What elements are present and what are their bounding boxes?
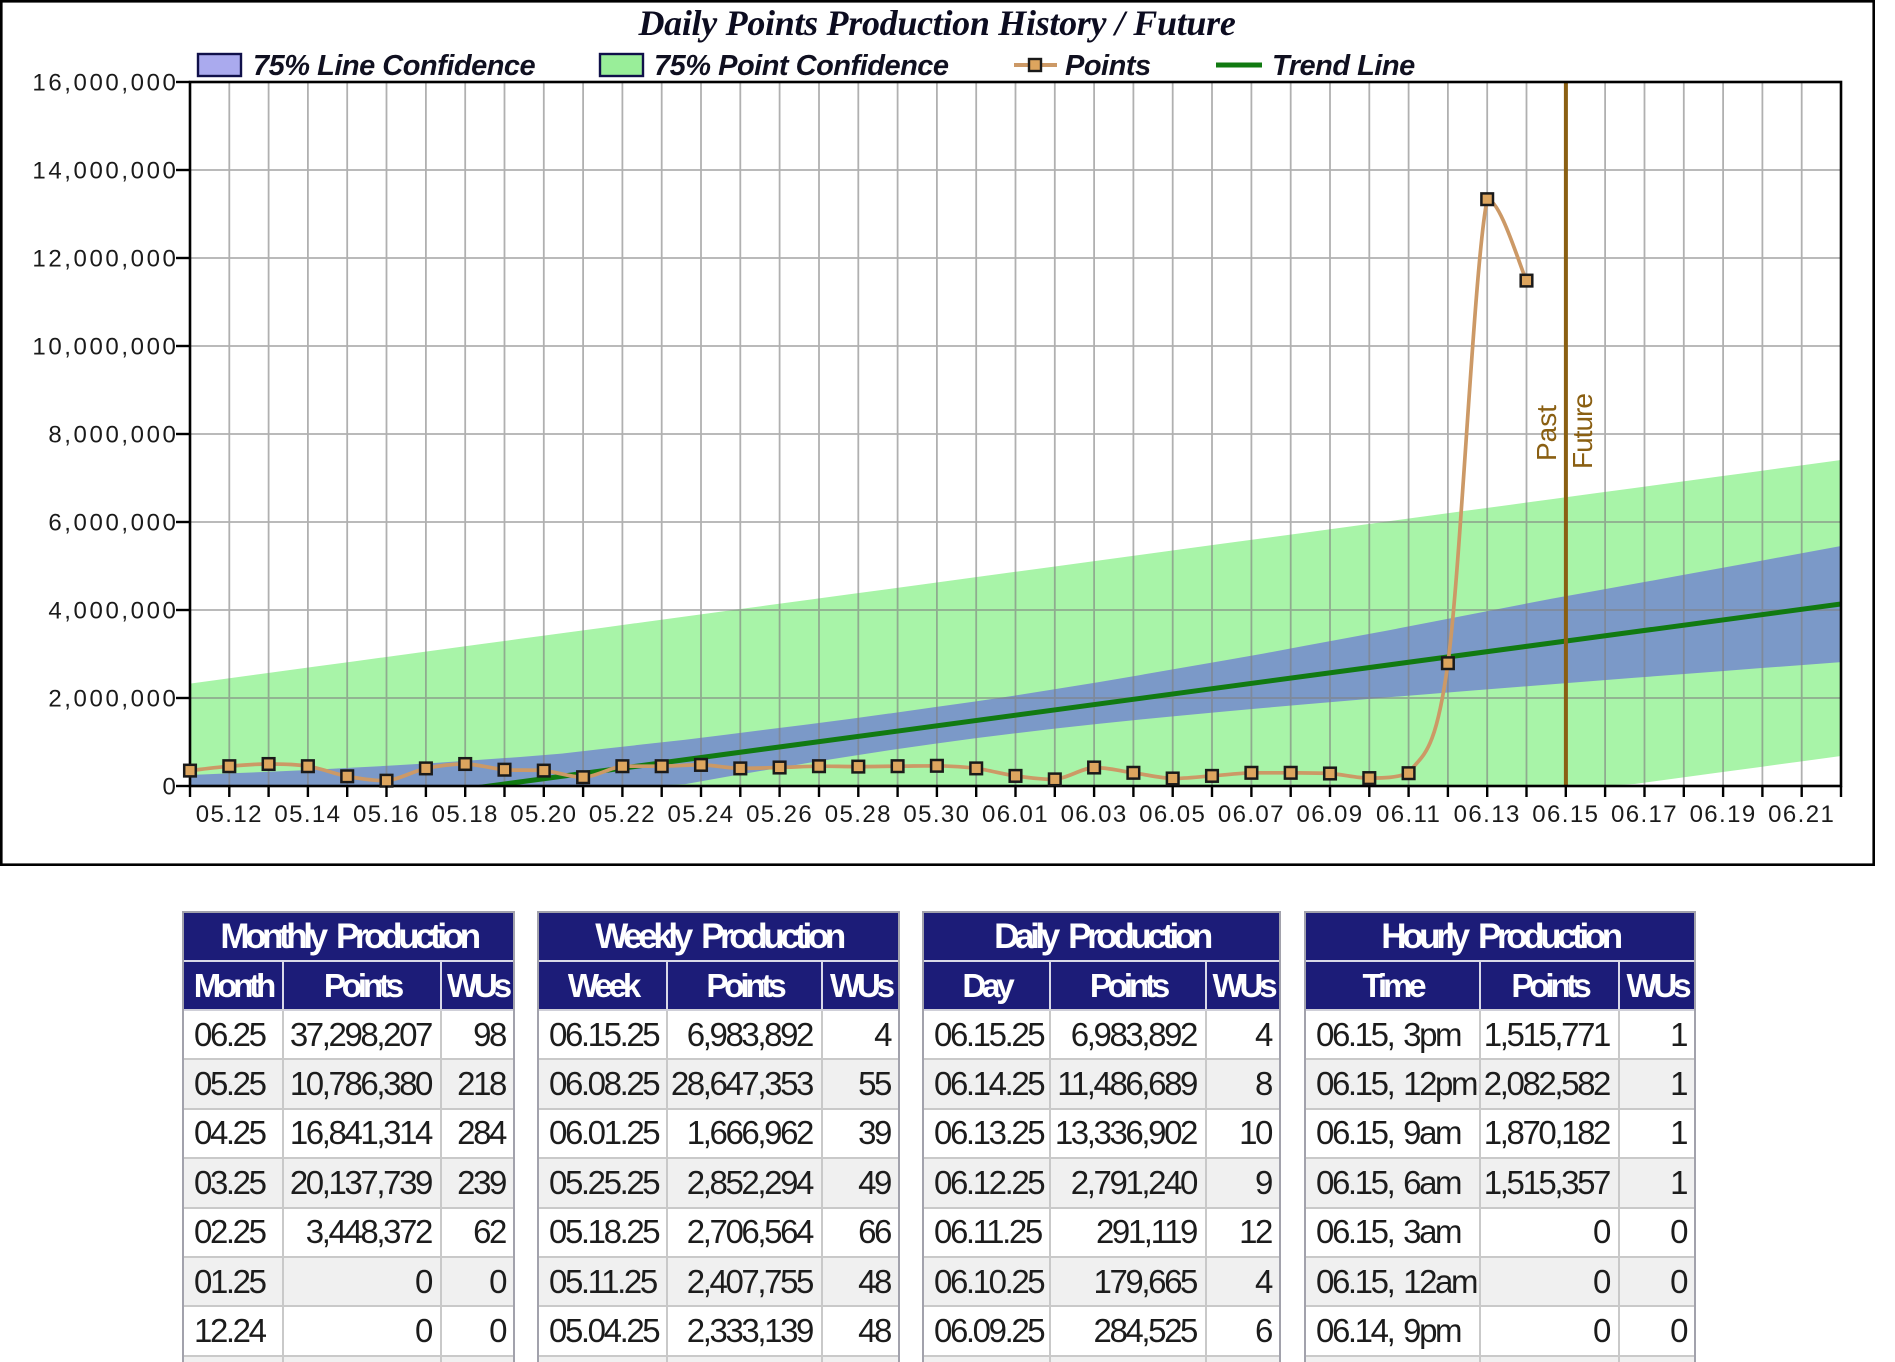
svg-text:06.13: 06.13 <box>1454 801 1521 828</box>
svg-text:06.09: 06.09 <box>1296 801 1363 828</box>
svg-text:Past: Past <box>1531 405 1562 461</box>
svg-text:6,000,000: 6,000,000 <box>48 510 178 537</box>
svg-text:12,000,000: 12,000,000 <box>32 246 178 273</box>
svg-text:06.19: 06.19 <box>1690 801 1757 828</box>
svg-text:06.17: 06.17 <box>1611 801 1678 828</box>
svg-text:Future: Future <box>1567 394 1598 469</box>
svg-text:05.24: 05.24 <box>667 801 734 828</box>
svg-text:06.21: 06.21 <box>1768 801 1835 828</box>
svg-text:06.07: 06.07 <box>1218 801 1285 828</box>
svg-text:06.03: 06.03 <box>1061 801 1128 828</box>
svg-text:8,000,000: 8,000,000 <box>48 422 178 449</box>
svg-text:14,000,000: 14,000,000 <box>32 158 178 185</box>
svg-text:06.05: 06.05 <box>1139 801 1206 828</box>
svg-text:06.01: 06.01 <box>982 801 1049 828</box>
svg-text:Daily Points Production Histor: Daily Points Production History / Future <box>637 3 1235 43</box>
svg-text:05.28: 05.28 <box>825 801 892 828</box>
svg-text:05.20: 05.20 <box>510 801 577 828</box>
svg-text:05.12: 05.12 <box>196 801 263 828</box>
svg-text:Points: Points <box>1065 50 1151 82</box>
svg-text:Trend Line: Trend Line <box>1272 50 1415 82</box>
svg-text:05.22: 05.22 <box>589 801 656 828</box>
svg-text:75% Point Confidence: 75% Point Confidence <box>654 50 949 82</box>
svg-text:4,000,000: 4,000,000 <box>48 598 178 625</box>
svg-text:10,000,000: 10,000,000 <box>32 334 178 361</box>
svg-text:75% Line Confidence: 75% Line Confidence <box>253 50 536 82</box>
svg-text:0: 0 <box>163 774 179 801</box>
svg-text:2,000,000: 2,000,000 <box>48 686 178 713</box>
svg-text:05.18: 05.18 <box>432 801 499 828</box>
svg-text:06.15: 06.15 <box>1532 801 1599 828</box>
svg-text:05.30: 05.30 <box>903 801 970 828</box>
svg-text:05.16: 05.16 <box>353 801 420 828</box>
svg-text:06.11: 06.11 <box>1376 801 1441 828</box>
svg-text:05.26: 05.26 <box>746 801 813 828</box>
svg-text:05.14: 05.14 <box>274 801 341 828</box>
svg-text:16,000,000: 16,000,000 <box>32 70 178 97</box>
